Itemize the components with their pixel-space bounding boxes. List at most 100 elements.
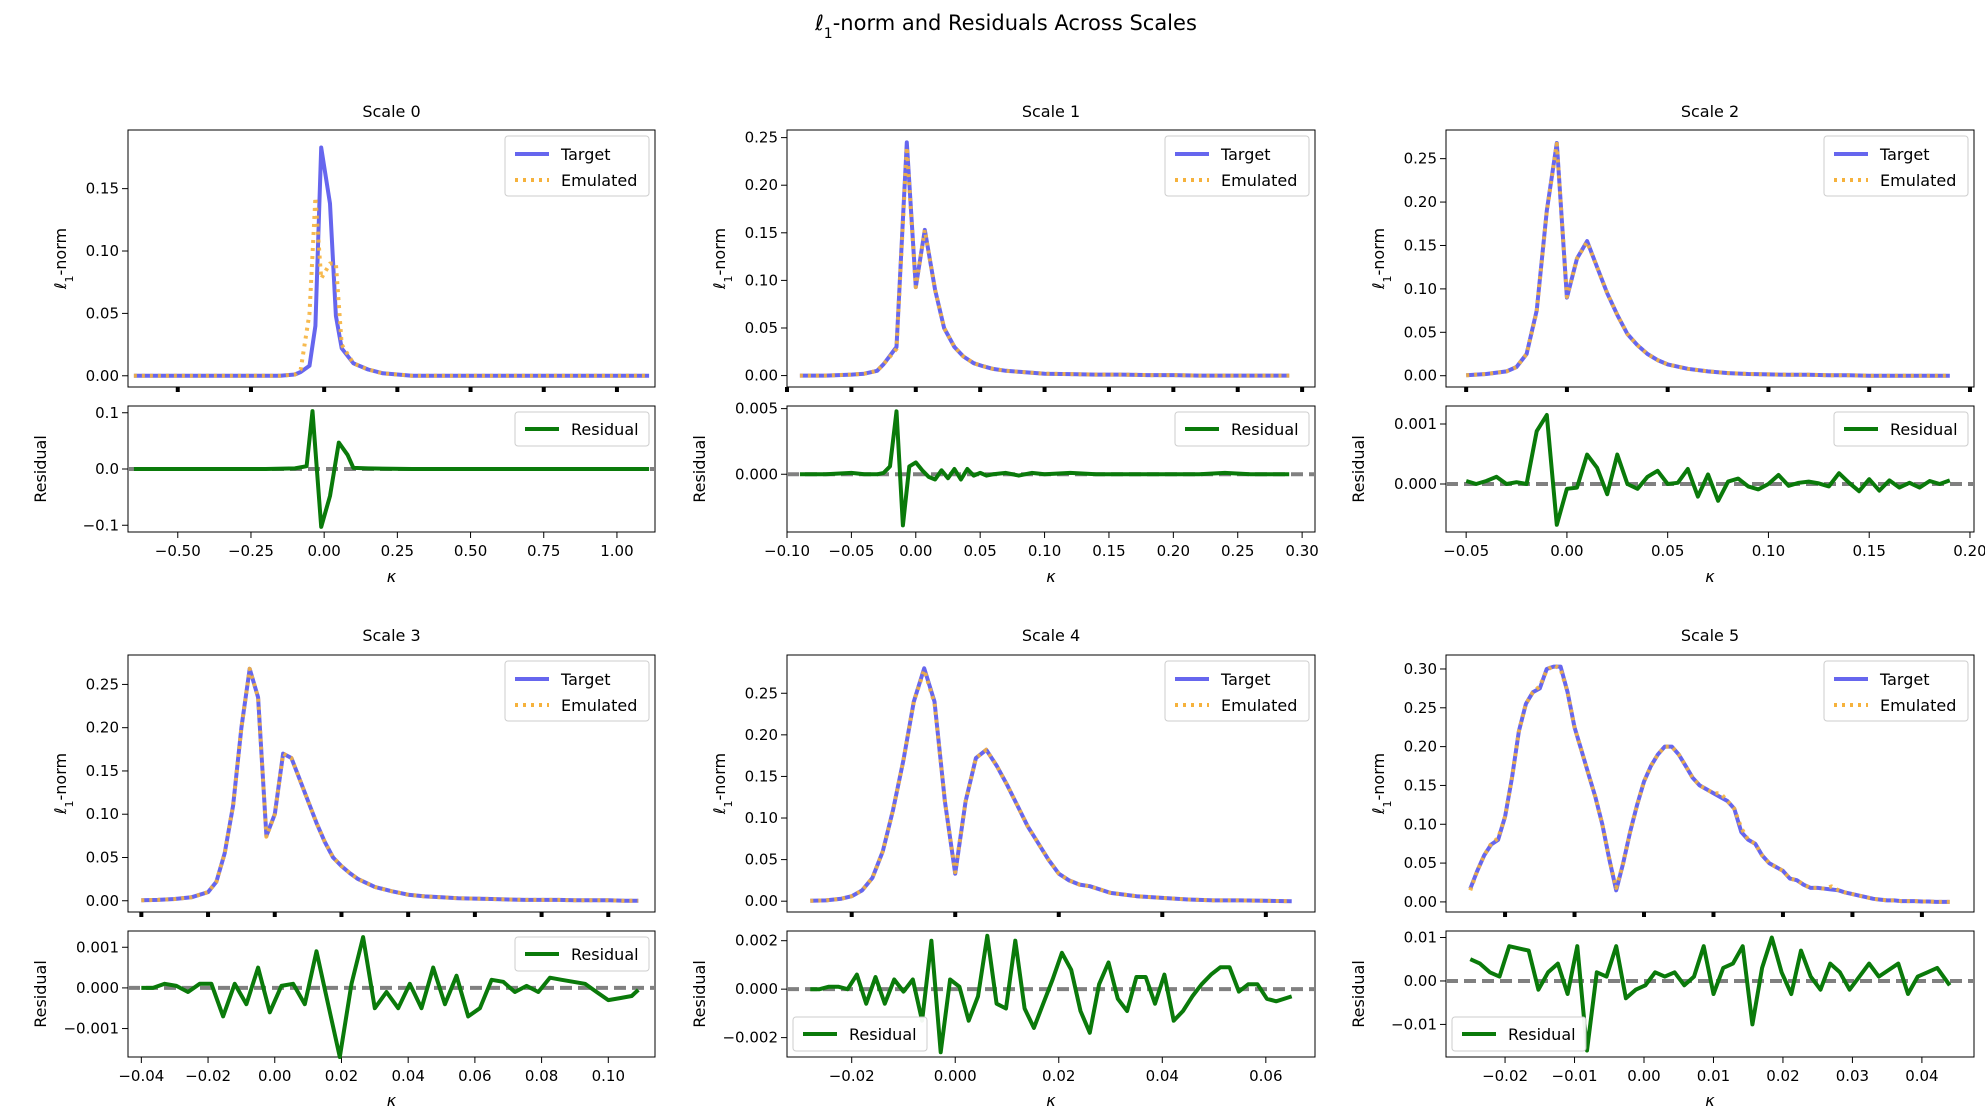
y-axis-label: ℓ1-norm <box>710 228 735 290</box>
top-axes: 0.00 0.05 0.10 0.15 0.20 0.25 ℓ1-norm Target Emu… <box>710 129 1316 392</box>
residual-line <box>799 409 1290 528</box>
y-tick-label: 0.00 <box>86 892 119 910</box>
legend-frame <box>792 1016 928 1052</box>
y-axis-label: Residual <box>31 435 50 503</box>
top-axes: 0.00 0.05 0.10 0.15 0.20 0.25 ℓ1-norm Target Emu… <box>710 654 1316 917</box>
x-axis-label: κ <box>1705 1091 1715 1110</box>
y-tick-label: 0.15 <box>745 224 778 242</box>
y-axis-label: ℓ1-norm <box>710 753 735 815</box>
legend-frame <box>1451 1016 1587 1052</box>
y-tick-label: 0.10 <box>1404 280 1437 298</box>
y-tick-label: −0.1 <box>83 516 119 534</box>
y-tick-label: 0.05 <box>1404 854 1437 872</box>
y-tick-label: 0.005 <box>735 400 778 418</box>
bottom-axes: −0.002 0.000 0.002 −0.02 0.000 0.02 0.04 0.06 Re… <box>690 930 1316 1110</box>
top-axes: 0.00 0.05 0.10 0.15 ℓ1-norm Target Emulated <box>51 129 656 392</box>
y-axis-label: ℓ1-norm <box>51 753 76 815</box>
x-tick-label: 0.000 <box>934 1067 977 1085</box>
y-tick-label: 0.20 <box>1404 738 1437 756</box>
legend-label-target: Target <box>1879 145 1930 164</box>
top-axes-frame <box>786 129 1316 388</box>
y-tick-label: 0.20 <box>745 176 778 194</box>
legend-top: Target Emulated <box>1823 660 1969 722</box>
y-tick-label: 0.30 <box>1404 660 1437 678</box>
x-tick-label: 0.10 <box>1752 542 1785 560</box>
subplot-scale-1: Scale 1 0.00 0.05 0.10 0.15 0.20 0.25 ℓ1-norm Ta… <box>690 102 1319 586</box>
legend-label-residual: Residual <box>849 1025 917 1044</box>
x-tick-label: 0.04 <box>1905 1067 1938 1085</box>
y-tick-label: 0.1 <box>95 404 119 422</box>
legend-frame <box>514 936 650 972</box>
x-tick-label: 0.10 <box>1028 542 1061 560</box>
x-tick-label: 0.06 <box>1249 1067 1282 1085</box>
y-axis-label: Residual <box>1349 435 1368 503</box>
legend-label-target: Target <box>1220 670 1271 689</box>
subplot-title: Scale 4 <box>1022 626 1080 645</box>
x-tick-label: 0.04 <box>391 1067 424 1085</box>
bottom-axes: 0.000 0.005 −0.10 −0.05 0.00 0.05 0.10 0.15 0.20… <box>690 400 1319 586</box>
x-tick-label: −0.02 <box>829 1067 875 1085</box>
y-axis-label: Residual <box>690 435 709 503</box>
y-tick-label: 0.25 <box>1404 150 1437 168</box>
y-tick-label: 0.002 <box>735 932 778 950</box>
top-axes-frame <box>1445 129 1975 388</box>
y-tick-label: 0.0 <box>95 460 119 478</box>
legend-label-target: Target <box>1879 670 1930 689</box>
panels: Scale 0 0.00 0.05 0.10 0.15 ℓ1-norm Target Emul… <box>31 102 1985 1110</box>
series-line-emulated <box>810 668 1292 904</box>
top-axes-frame <box>127 654 656 913</box>
x-tick-label: 0.20 <box>1157 542 1190 560</box>
legend-label-emulated: Emulated <box>1880 696 1956 715</box>
subplot-scale-0: Scale 0 0.00 0.05 0.10 0.15 ℓ1-norm Target Emul… <box>31 102 656 586</box>
y-tick-label: 0.05 <box>86 304 119 322</box>
legend-label-emulated: Emulated <box>1880 171 1956 190</box>
y-tick-label: 0.15 <box>86 180 119 198</box>
top-axes: 0.00 0.05 0.10 0.15 0.20 0.25 ℓ1-norm Target Emu… <box>51 654 656 917</box>
y-tick-label: 0.20 <box>745 726 778 744</box>
subplot-title: Scale 0 <box>362 102 420 121</box>
legend-label-residual: Residual <box>1508 1025 1576 1044</box>
x-tick-label: 0.02 <box>325 1067 358 1085</box>
y-tick-label: 0.00 <box>745 367 778 385</box>
y-tick-label: 0.25 <box>745 129 778 147</box>
x-tick-label: 0.04 <box>1146 1067 1179 1085</box>
y-tick-label: 0.20 <box>1404 193 1437 211</box>
x-tick-label: 1.00 <box>600 542 633 560</box>
x-tick-label: 0.08 <box>525 1067 558 1085</box>
y-tick-label: 0.001 <box>1394 415 1437 433</box>
subplot-scale-4: Scale 4 0.00 0.05 0.10 0.15 0.20 0.25 ℓ1-norm Ta… <box>690 626 1316 1110</box>
y-tick-label: 0.05 <box>745 319 778 337</box>
subplot-scale-3: Scale 3 0.00 0.05 0.10 0.15 0.20 0.25 ℓ1-norm Ta… <box>31 626 656 1110</box>
y-tick-label: 0.00 <box>1404 367 1437 385</box>
y-tick-label: 0.000 <box>76 979 119 997</box>
top-axes-frame <box>127 129 656 388</box>
series-line-target <box>799 140 1290 378</box>
legend-label-target: Target <box>560 670 611 689</box>
x-tick-label: 0.00 <box>1627 1067 1660 1085</box>
y-tick-label: 0.25 <box>745 684 778 702</box>
subplot-title: Scale 5 <box>1681 626 1739 645</box>
y-tick-label: 0.25 <box>86 675 119 693</box>
bottom-axes: −0.1 0.0 0.1 −0.50 −0.25 0.00 0.25 0.50 0.75 1.00… <box>31 404 656 586</box>
top-axes-frame <box>786 654 1316 913</box>
x-axis-label: κ <box>387 567 397 586</box>
bottom-axes: −0.01 0.00 0.01 −0.02 −0.01 0.00 0.01 0.02 0.03 0… <box>1349 929 1975 1110</box>
legend-label-target: Target <box>560 145 611 164</box>
top-axes: 0.00 0.05 0.10 0.15 0.20 0.25 ℓ1-norm Target Emu… <box>1369 129 1975 392</box>
y-tick-label: 0.15 <box>1404 236 1437 254</box>
legend-bottom: Residual <box>1833 411 1969 447</box>
residual-line <box>141 935 640 1059</box>
y-tick-label: 0.05 <box>1404 323 1437 341</box>
x-tick-label: 0.50 <box>454 542 487 560</box>
legend-top: Target Emulated <box>1164 135 1310 197</box>
x-axis-label: κ <box>1046 1091 1056 1110</box>
x-tick-label: 0.75 <box>527 542 560 560</box>
x-tick-label: −0.02 <box>1482 1067 1528 1085</box>
x-tick-label: 0.02 <box>1766 1067 1799 1085</box>
legend-top: Target Emulated <box>504 135 650 197</box>
x-tick-label: −0.04 <box>118 1067 164 1085</box>
x-tick-label: 0.00 <box>1550 542 1583 560</box>
y-tick-label: 0.000 <box>1394 475 1437 493</box>
residual-line <box>133 409 650 529</box>
y-tick-label: 0.000 <box>735 465 778 483</box>
